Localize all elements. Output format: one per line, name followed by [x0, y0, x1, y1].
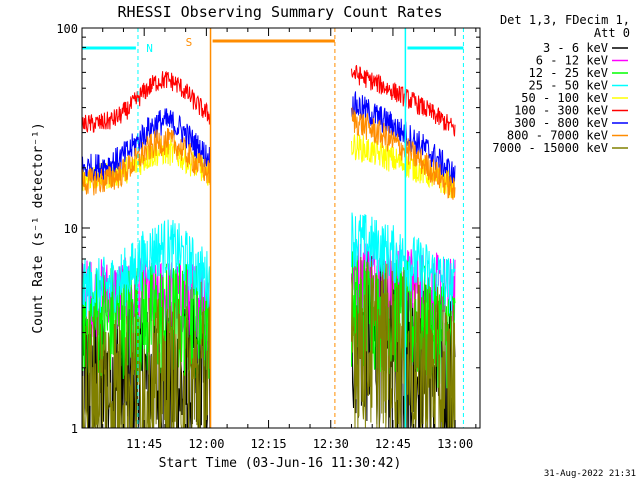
- legend-label: 100 - 300 keV: [514, 104, 608, 118]
- y-axis-label: Count Rate (s⁻¹ detector⁻¹): [31, 122, 46, 333]
- y-tick-label: 10: [64, 222, 78, 236]
- series-line: [81, 65, 456, 137]
- x-tick-label: 12:30: [313, 437, 349, 451]
- legend-label: 25 - 50 keV: [529, 79, 608, 93]
- chart-title: RHESSI Observing Summary Count Rates: [117, 3, 442, 21]
- legend-label: 50 - 100 keV: [521, 91, 608, 105]
- x-tick-label: 12:45: [375, 437, 411, 451]
- x-tick-label: 12:00: [188, 437, 224, 451]
- legend-label: 3 - 6 keV: [543, 41, 608, 55]
- footer-date: 31-Aug-2022 21:31: [544, 469, 636, 479]
- legend-label: 12 - 25 keV: [529, 66, 608, 80]
- legend-label: 7000 - 15000 keV: [492, 141, 608, 155]
- series-line: [81, 106, 456, 200]
- legend-label: 300 - 800 keV: [514, 116, 608, 130]
- x-tick-label: 11:45: [126, 437, 162, 451]
- legend-header-1: Det 1,3, FDecim 1,: [500, 13, 630, 27]
- x-tick-label: 13:00: [437, 437, 473, 451]
- x-axis-label: Start Time (03-Jun-16 11:30:42): [159, 456, 402, 471]
- x-tick-label: 12:15: [251, 437, 287, 451]
- y-tick-label: 1: [71, 422, 78, 436]
- y-tick-label: 100: [56, 22, 78, 36]
- legend-label: 800 - 7000 keV: [507, 129, 608, 143]
- annotation-s: S: [186, 36, 193, 49]
- annotation-n: N: [146, 42, 153, 55]
- legend-header-2: Att 0: [594, 26, 630, 40]
- axis-layer: 1 10 100 11:45 12:00 12:15 12:30 12:45 13:00: [56, 22, 481, 451]
- legend-label: 6 - 12 keV: [536, 54, 608, 68]
